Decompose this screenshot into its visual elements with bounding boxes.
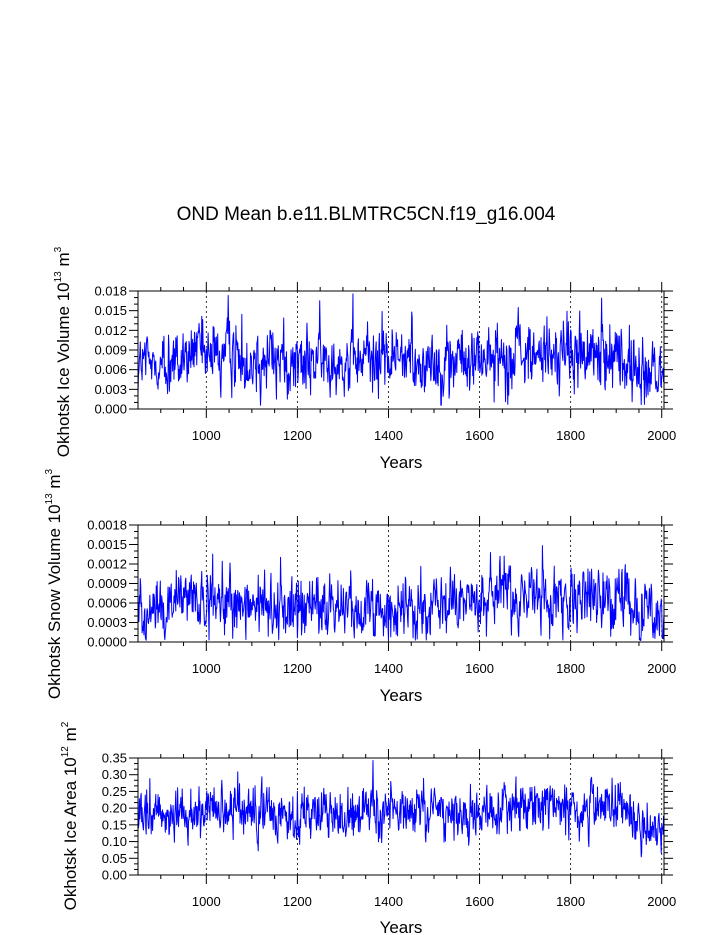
panel-snow-volume: 1000 1200 1400 1600 1800 2000 0.0000 0.0003 0.00…	[44, 468, 676, 705]
ice-area-series-line	[137, 759, 665, 858]
panel-ice-volume-ylabel: Okhotsk Ice Volume 1013 m3	[53, 246, 73, 457]
snow-volume-y-tick-label: 0.0018	[87, 518, 127, 533]
panel-ice-area: 1000 1200 1400 1600 1800 2000 0.00 0.05 0.10 0.15…	[60, 721, 676, 935]
ice-volume-y-tick-label: 0.009	[94, 343, 127, 358]
ice-volume-x-tick-label: 1800	[556, 428, 585, 443]
ice-area-x-tick-label: 2000	[647, 894, 676, 909]
ice-area-x-tick-label: 1400	[374, 894, 403, 909]
ice-volume-y-tick-label: 0.018	[94, 284, 127, 299]
ice-volume-series-line	[137, 293, 665, 406]
ice-area-x-tick-label: 1000	[192, 894, 221, 909]
panel-ice-volume-axes: 1000 1200 1400 1600 1800 2000 0.000 0.003 0.006 0…	[94, 282, 676, 443]
ice-volume-y-tick-label: 0.003	[94, 382, 127, 397]
ice-area-x-tick-label: 1800	[556, 894, 585, 909]
ice-area-y-tick-label: 0.00	[102, 868, 127, 883]
panel-ice-area-xlabel: Years	[380, 918, 423, 935]
ice-area-x-tick-label: 1200	[283, 894, 312, 909]
snow-volume-y-tick-label: 0.0003	[87, 615, 127, 630]
snow-volume-frame	[137, 524, 665, 643]
snow-volume-y-tick-label: 0.0012	[87, 557, 127, 572]
panel-ice-area-ylabel: Okhotsk Ice Area 1012 m2	[60, 721, 80, 910]
panel-snow-volume-series	[137, 545, 665, 642]
snow-volume-series-line	[137, 545, 665, 642]
ice-volume-x-tick-label: 1400	[374, 428, 403, 443]
ice-area-y-tick-label: 0.20	[102, 801, 127, 816]
ice-area-y-tick-label: 0.25	[102, 784, 127, 799]
ice-area-y-tick-label: 0.30	[102, 767, 127, 782]
ice-volume-y-tick-label: 0.015	[94, 303, 127, 318]
snow-volume-y-tick-label: 0.0009	[87, 576, 127, 591]
ice-area-y-tick-label: 0.05	[102, 851, 127, 866]
snow-volume-x-tick-label: 1000	[192, 661, 221, 676]
snow-volume-x-tick-label: 1200	[283, 661, 312, 676]
ice-area-y-tick-label: 0.35	[102, 751, 127, 766]
ice-area-frame	[137, 757, 665, 876]
ice-area-y-tick-label: 0.10	[102, 834, 127, 849]
ice-volume-x-tick-label: 1200	[283, 428, 312, 443]
ice-volume-x-tick-label: 1000	[192, 428, 221, 443]
panel-ice-volume-series	[137, 293, 665, 406]
snow-volume-x-tick-label: 2000	[647, 661, 676, 676]
snow-volume-y-tick-label: 0.0015	[87, 537, 127, 552]
panel-snow-volume-ylabel: Okhotsk Snow Volume 1013 m3	[44, 468, 64, 699]
panel-ice-area-series	[137, 759, 665, 858]
ice-volume-y-tick-label: 0.000	[94, 402, 127, 417]
chart-title: OND Mean b.e11.BLMTRC5CN.f19_g16.004	[177, 204, 556, 225]
panel-ice-volume-xlabel: Years	[380, 453, 423, 472]
ice-volume-y-tick-label: 0.012	[94, 323, 127, 338]
ice-volume-x-tick-label: 1600	[465, 428, 494, 443]
ice-volume-y-tick-label: 0.006	[94, 362, 127, 377]
panel-ice-area-axes: 1000 1200 1400 1600 1800 2000 0.00 0.05 0.10 0.15…	[102, 749, 676, 909]
snow-volume-x-tick-label: 1600	[465, 661, 494, 676]
panel-snow-volume-xlabel: Years	[380, 686, 423, 705]
ice-area-y-tick-label: 0.15	[102, 817, 127, 832]
ice-volume-x-tick-label: 2000	[647, 428, 676, 443]
snow-volume-y-tick-label: 0.0006	[87, 596, 127, 611]
snow-volume-x-tick-label: 1400	[374, 661, 403, 676]
panel-snow-volume-axes: 1000 1200 1400 1600 1800 2000 0.0000 0.0003 0.00…	[87, 516, 676, 676]
snow-volume-y-tick-label: 0.0000	[87, 635, 127, 650]
ice-area-x-tick-label: 1600	[465, 894, 494, 909]
snow-volume-x-tick-label: 1800	[556, 661, 585, 676]
panel-ice-volume: 1000 1200 1400 1600 1800 2000 0.000 0.003 0.006 0…	[53, 246, 676, 472]
